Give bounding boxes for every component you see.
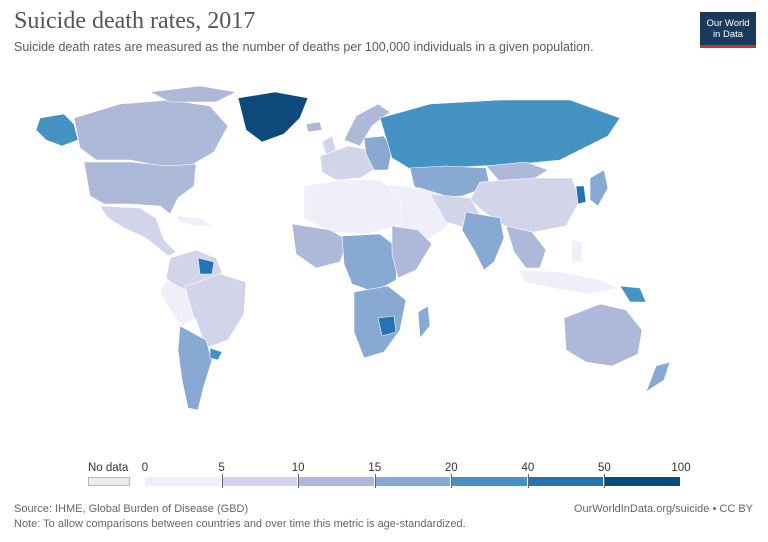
region-peru-bolivia (159, 279, 195, 327)
legend-tick-label: 0 (141, 462, 149, 474)
legend-tick-label: 5 (218, 462, 225, 474)
methodology-note: Note: To allow comparisons between count… (14, 518, 466, 530)
region-philippines (571, 239, 583, 263)
legend-tick-label: 10 (291, 462, 305, 474)
region-new-zealand (645, 361, 671, 393)
legend-tick-mark (222, 474, 223, 488)
region-west-africa (291, 223, 349, 269)
region-central-africa (341, 233, 399, 293)
region-png (619, 285, 647, 303)
region-india (461, 211, 505, 271)
region-east-africa (391, 225, 433, 279)
region-uruguay (209, 347, 223, 361)
legend-tick-label: 20 (444, 462, 458, 474)
legend-bin-0 (145, 477, 222, 486)
legend-tick-mark (451, 474, 452, 488)
owid-logo[interactable]: Our World in Data (700, 12, 756, 48)
region-korea (575, 185, 587, 205)
logo-line-1: Our World (706, 17, 750, 29)
source-url[interactable]: OurWorldInData.org/suicide • CC BY (573, 503, 753, 515)
legend-no-data-swatch (88, 477, 130, 486)
world-map[interactable] (0, 82, 768, 452)
region-western-europe (319, 145, 381, 181)
chart-title: Suicide death rates, 2017 (14, 8, 256, 34)
region-scandinavia (343, 103, 391, 147)
legend-bin-1 (221, 477, 299, 486)
legend-bin-2 (298, 477, 375, 486)
region-canada (73, 99, 229, 167)
legend-bin-4 (451, 477, 528, 486)
legend-tick-mark (298, 474, 299, 488)
legend-no-data-label: No data (88, 462, 129, 474)
region-caribbean (175, 215, 213, 227)
region-australia (563, 303, 643, 367)
chart-subtitle: Suicide death rates are measured as the … (14, 40, 594, 54)
region-mexico-central-america (99, 205, 177, 257)
legend-tick-label: 50 (598, 462, 611, 474)
legend-tick-label: 40 (521, 462, 535, 474)
color-legend: No data 0 5 10 15 20 40 50 100 (0, 458, 768, 498)
region-eastern-europe (363, 135, 393, 171)
source-note: Source: IHME, Global Burden of Disease (… (14, 503, 249, 515)
legend-tick-label: 15 (368, 462, 382, 474)
region-indonesia (519, 269, 619, 295)
region-guyana-suriname (197, 257, 215, 275)
region-north-africa (303, 179, 403, 235)
region-zimbabwe (377, 315, 397, 337)
region-arctic-islands (149, 85, 237, 103)
region-iceland (305, 121, 323, 133)
region-mongolia (485, 161, 549, 183)
legend-bin-5 (527, 477, 605, 486)
legend-tick-label: 100 (671, 462, 691, 474)
legend-tick-mark (604, 474, 605, 488)
legend-bin-3 (374, 477, 452, 486)
region-madagascar (417, 305, 431, 339)
legend-color-scale (145, 477, 682, 486)
logo-line-2: in Data (712, 28, 744, 40)
region-alaska (35, 113, 79, 147)
legend-tick-mark (528, 474, 529, 488)
region-argentina-chile (177, 325, 213, 411)
legend-bin-6 (604, 477, 682, 486)
region-usa (83, 161, 197, 215)
legend-tick-mark (375, 474, 376, 488)
region-japan (589, 169, 609, 207)
region-greenland (237, 91, 309, 143)
region-russia (379, 99, 621, 171)
region-southeast-asia (505, 225, 547, 269)
